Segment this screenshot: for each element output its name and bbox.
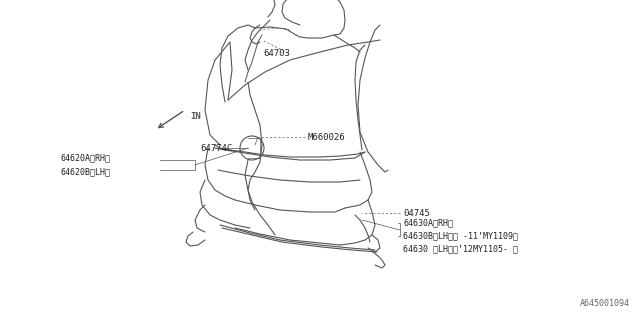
Text: 04745: 04745 <box>403 209 430 218</box>
Text: M660026: M660026 <box>308 132 346 141</box>
Text: 64620A〈RH〉: 64620A〈RH〉 <box>60 154 110 163</box>
Text: A645001094: A645001094 <box>580 299 630 308</box>
Text: 64703: 64703 <box>263 49 290 58</box>
Text: 64630B〈LH〉〈 -11’MY1109〉: 64630B〈LH〉〈 -11’MY1109〉 <box>403 231 518 241</box>
Text: 64630 〈LH〉〈’12MY1105- 〉: 64630 〈LH〉〈’12MY1105- 〉 <box>403 244 518 253</box>
Text: 64774C: 64774C <box>200 143 232 153</box>
Text: 64620B〈LH〉: 64620B〈LH〉 <box>60 167 110 177</box>
Text: 64630A〈RH〉: 64630A〈RH〉 <box>403 219 453 228</box>
Text: IN: IN <box>190 112 201 121</box>
